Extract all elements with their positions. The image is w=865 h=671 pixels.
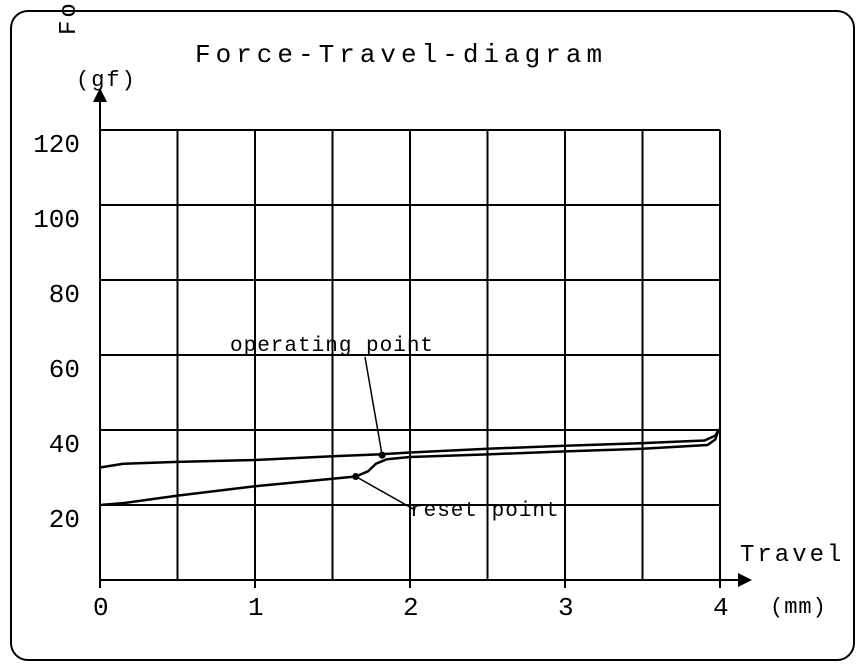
annotations (352, 357, 415, 510)
plot-area (0, 0, 865, 671)
axes (100, 95, 745, 588)
grid (100, 130, 720, 580)
